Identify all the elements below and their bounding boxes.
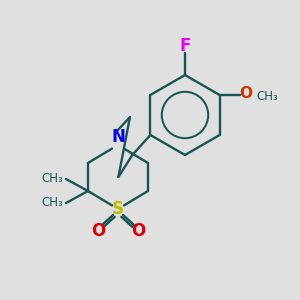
Text: CH₃: CH₃ [256,89,278,103]
Text: F: F [179,37,191,55]
Text: CH₃: CH₃ [41,172,63,184]
Text: O: O [131,222,145,240]
Text: O: O [239,86,252,101]
Text: S: S [112,200,124,218]
Text: CH₃: CH₃ [41,196,63,208]
Text: N: N [111,128,125,146]
Text: O: O [91,222,105,240]
